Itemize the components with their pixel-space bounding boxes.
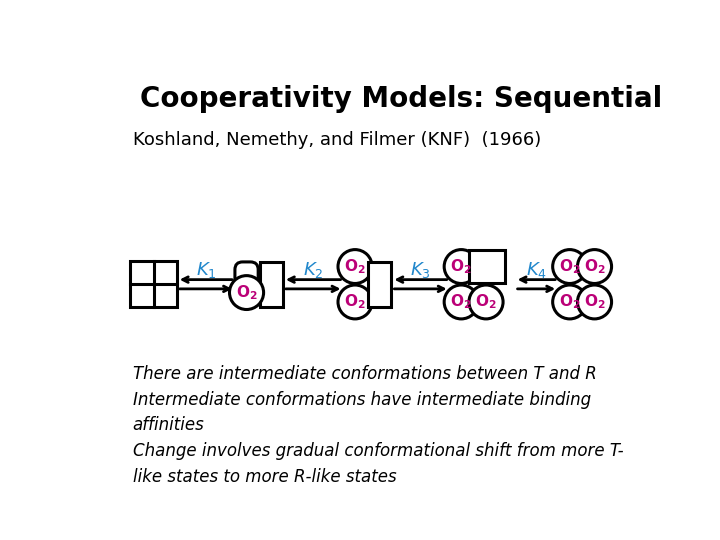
Circle shape [230,275,264,309]
Text: $\mathit{K}_3$: $\mathit{K}_3$ [410,260,431,280]
Text: Cooperativity Models: Sequential: Cooperativity Models: Sequential [140,85,662,113]
Text: $\mathbf{O_2}$: $\mathbf{O_2}$ [559,293,580,311]
Circle shape [553,249,587,284]
Text: $\mathbf{O_2}$: $\mathbf{O_2}$ [344,293,366,311]
Bar [260,262,283,307]
Circle shape [338,249,372,284]
Text: $\mathbf{O_2}$: $\mathbf{O_2}$ [451,257,472,276]
Bar [130,261,177,307]
Circle shape [444,249,478,284]
Circle shape [469,285,503,319]
Text: $\mathit{K}_1$: $\mathit{K}_1$ [196,260,216,280]
Circle shape [577,285,611,319]
Circle shape [553,285,587,319]
Bar [368,262,392,307]
Text: $\mathbf{O_2}$: $\mathbf{O_2}$ [584,257,606,276]
Text: $\mathbf{O_2}$: $\mathbf{O_2}$ [235,283,257,302]
Text: $\mathit{K}_2$: $\mathit{K}_2$ [303,260,323,280]
Text: $\mathbf{O_2}$: $\mathbf{O_2}$ [584,293,606,311]
Text: $\mathit{K}_4$: $\mathit{K}_4$ [526,260,547,280]
Bar [469,249,505,284]
Circle shape [577,249,611,284]
FancyBboxPatch shape [235,262,258,307]
Text: There are intermediate conformations between T and R
Intermediate conformations : There are intermediate conformations bet… [132,365,624,486]
Text: $\mathbf{O_2}$: $\mathbf{O_2}$ [559,257,580,276]
Text: $\mathbf{O_2}$: $\mathbf{O_2}$ [344,257,366,276]
Text: Koshland, Nemethy, and Filmer (KNF)  (1966): Koshland, Nemethy, and Filmer (KNF) (196… [132,131,541,149]
Circle shape [444,285,478,319]
Text: $\mathbf{O_2}$: $\mathbf{O_2}$ [451,293,472,311]
Text: $\mathbf{O_2}$: $\mathbf{O_2}$ [475,293,497,311]
Circle shape [338,285,372,319]
